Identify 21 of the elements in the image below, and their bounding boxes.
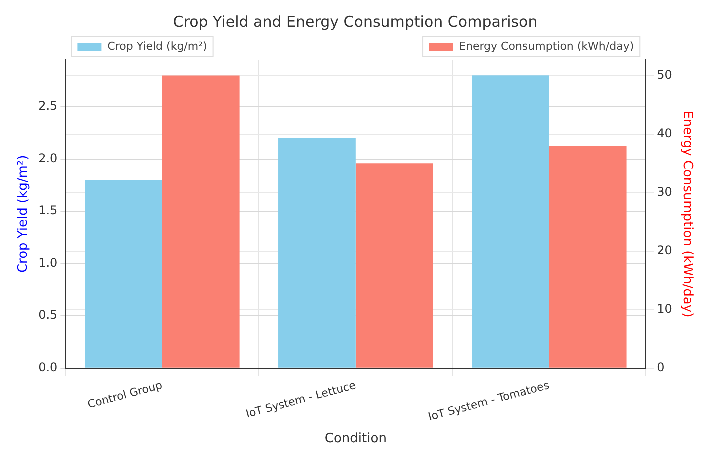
y2-tick-label: 10 [657,302,672,316]
y-tick-label: 2.5 [38,99,58,114]
x-axis-title: Condition [324,432,387,447]
legend-label: Energy Consumption (kWh/day) [459,40,634,53]
legend-label: Crop Yield (kg/m²) [108,40,208,53]
y-tick-label: 0.0 [38,360,58,374]
x-tick-label: IoT System - Lettuce [244,378,358,421]
y2-tick-label: 20 [657,243,672,258]
x-tick-label: IoT System - Tomatoes [427,378,552,424]
y2-tick-label: 40 [657,126,672,140]
y-tick-label: 2.0 [38,151,58,166]
y-axis-title: Crop Yield (kg/m²) [16,155,32,274]
chart-title: Crop Yield and Energy Consumption Comparison [173,12,538,31]
y2-tick-label: 0 [657,360,665,374]
y-tick-label: 1.5 [38,204,58,218]
y-tick-label: 0.5 [38,308,58,322]
y2-tick-label: 30 [657,184,672,199]
y2-axis-title: Energy Consumption (kWh/day) [680,110,695,318]
y-tick-label: 1.0 [38,256,58,270]
y2-tick-label: 50 [657,68,672,82]
x-tick-label: Control Group [86,378,164,412]
